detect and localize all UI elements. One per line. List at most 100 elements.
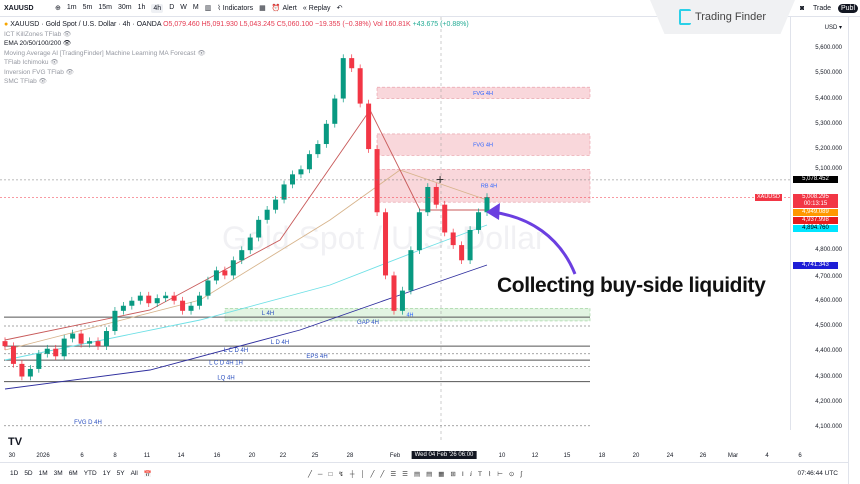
candle-body [442, 204, 448, 233]
price-tick: 4,300.000 [815, 373, 842, 380]
indicator-legend-item[interactable]: Inversion FVG TFlab 👁 [4, 68, 469, 78]
publish-button[interactable]: Publ [838, 3, 859, 13]
alert-label: Alert [282, 4, 297, 12]
range-6m[interactable]: 6M [68, 470, 78, 477]
time-tick: Mar [727, 453, 739, 459]
candle-body [332, 98, 338, 124]
symbol-search[interactable]: XAUUSD [4, 4, 34, 12]
range-ytd[interactable]: YTD [83, 470, 97, 477]
indicator-legend-item[interactable]: SMC TFlab 👁 [4, 77, 469, 87]
candle-body [408, 250, 414, 291]
level-label: LQ 4H [217, 376, 234, 382]
timeframe-1m[interactable]: 1m [66, 3, 77, 11]
range-1m[interactable]: 1M [38, 470, 48, 477]
time-tick: 6 [798, 453, 802, 459]
chart-type-icon[interactable]: ▥ [204, 5, 212, 12]
price-axis[interactable]: USD ▾ 5,600.000 5,500.000 5,400.000 5,300.0… [755, 17, 848, 430]
candle-body [154, 298, 160, 304]
currency-select[interactable]: USD ▾ [824, 25, 842, 31]
timeframe-15m[interactable]: 15m [98, 3, 112, 11]
eye-icon[interactable]: 👁 [38, 78, 47, 85]
indicator-legend-item[interactable]: EMA 20/50/100/200 👁 [4, 39, 469, 49]
candle-body [484, 197, 490, 213]
zone-box [376, 86, 591, 99]
price-label: 5,008.295 00:13:15 [793, 194, 838, 209]
replay-label: Replay [308, 4, 331, 12]
drawing-tools[interactable]: ╱─□↯┼│╱╱☰☰▤▤▦⊞ⅠⅈT⌇⊢⊙∫ [307, 470, 529, 478]
arrow-head-icon [486, 203, 500, 220]
range-1d[interactable]: 1D [10, 470, 19, 477]
level-label: EPS 4H [306, 354, 327, 360]
indicator-name: TFlab Ichimoku [4, 59, 49, 66]
price-label: 4,741.343 [793, 261, 838, 269]
candle-body [416, 212, 422, 251]
time-tick: 6 [80, 453, 84, 459]
range-1y[interactable]: 1Y [102, 470, 111, 477]
moving-average-line [4, 264, 488, 390]
add-symbol-icon[interactable]: ⊕ [55, 5, 61, 12]
indicators-button[interactable]: ⌇ Indicators [217, 4, 254, 13]
indicator-name: Inversion FVG TFlab [4, 68, 64, 76]
candle-body [433, 186, 439, 205]
alert-button[interactable]: ⏰ Alert [272, 4, 297, 13]
eye-icon[interactable]: 👁 [197, 49, 206, 57]
candle-body [476, 212, 482, 230]
time-axis[interactable]: TV Wed 04 Feb '26 06:00 30 2026 6 8 11 14 16 20… [0, 436, 802, 459]
time-tick: 8 [113, 453, 117, 459]
price-tick: 4,500.000 [815, 322, 842, 329]
eye-icon[interactable]: 👁 [63, 30, 72, 38]
replay-button[interactable]: «Replay [303, 5, 331, 12]
crosshair-date-label: Wed 04 Feb '26 06:00 [411, 451, 477, 459]
camera-icon[interactable]: ◙ [800, 4, 805, 12]
price-label: 4,937.998 [793, 217, 838, 225]
clock: 07:46:44 UTC [797, 470, 838, 477]
replay-icon: « [302, 4, 307, 12]
price-tick: 4,200.000 [815, 398, 842, 405]
range-all[interactable]: All [130, 470, 138, 477]
timeframe-4h[interactable]: 4h [151, 3, 164, 13]
layout-icon[interactable]: ▦ [259, 5, 266, 12]
range-5y[interactable]: 5Y [116, 470, 125, 477]
time-tick: 11 [143, 453, 151, 459]
price-tick: 5,100.000 [815, 166, 842, 173]
timeframe-D[interactable]: D [169, 3, 175, 11]
candle-body [87, 341, 93, 344]
candle-body [70, 333, 76, 339]
candle-body [281, 184, 287, 200]
eye-icon[interactable]: 👁 [62, 40, 72, 47]
range-5d[interactable]: 5D [24, 470, 33, 477]
time-tick: 4 [765, 453, 769, 459]
legend-close: C5,060.100 [276, 21, 313, 28]
arrow-icon [491, 210, 577, 275]
timeframe-30m[interactable]: 30m [117, 3, 132, 11]
eye-icon[interactable]: 👁 [65, 68, 74, 76]
time-tick: 22 [279, 453, 287, 459]
candle-body [273, 199, 279, 210]
time-tick: 30 [8, 453, 16, 459]
timeframe-W[interactable]: W [180, 3, 187, 11]
goto-date-icon[interactable]: 📅 [143, 470, 152, 478]
zone-label: RB 4H [481, 184, 497, 190]
candle-body [340, 58, 346, 99]
timeframe-5m[interactable]: 5m [82, 3, 93, 11]
timeframe-1h[interactable]: 1h [137, 3, 146, 11]
price-label: 4,894.760 [793, 225, 838, 233]
time-tick: 24 [666, 453, 674, 459]
indicator-legend-item[interactable]: Moving Average AI [TradingFinder] Machin… [4, 49, 469, 59]
level-label: L D 4H [271, 340, 289, 346]
legend-open: O5,079.460 [163, 21, 200, 28]
price-chart[interactable]: FVG 4H FVG 4H RB 4H 4H L 4H GAP 4H L D 4H L C D… [0, 17, 790, 440]
undo-icon[interactable]: ↶ [336, 5, 343, 12]
candle-body [27, 368, 33, 377]
indicator-legend-item[interactable]: ICT KillZones TFlab 👁 [4, 30, 469, 40]
time-tick: 25 [311, 453, 319, 459]
candle-body [146, 295, 152, 304]
eye-icon[interactable]: 👁 [50, 59, 59, 66]
timeframe-M[interactable]: M [192, 3, 199, 11]
trade-button[interactable]: Trade [813, 4, 832, 12]
range-3m[interactable]: 3M [53, 470, 63, 477]
candle-body [78, 333, 84, 344]
candle-body [239, 250, 245, 261]
indicator-legend-item[interactable]: TFlab Ichimoku 👁 [4, 58, 469, 68]
indicators-label: Indicators [222, 4, 254, 12]
